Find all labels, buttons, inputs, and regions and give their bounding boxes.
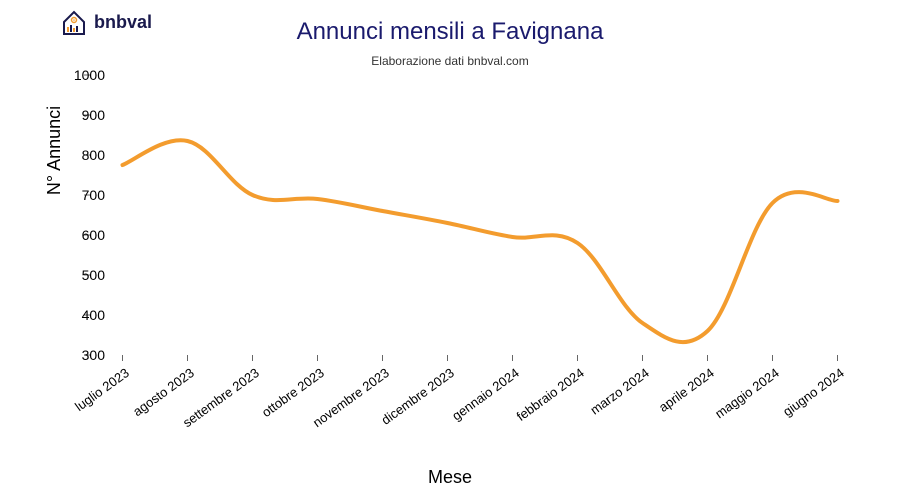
y-tick-label: 700 — [82, 187, 105, 203]
x-axis-label: Mese — [0, 467, 900, 488]
y-tick-label: 1000 — [74, 67, 105, 83]
chart-title: Annunci mensili a Favignana — [0, 18, 900, 46]
chart-area — [90, 75, 870, 355]
y-tick-label: 300 — [82, 347, 105, 363]
y-tick-label: 800 — [82, 147, 105, 163]
y-tick-label: 600 — [82, 227, 105, 243]
y-axis-label: N° Annunci — [44, 106, 65, 195]
y-tick-label: 900 — [82, 107, 105, 123]
line-chart-svg — [90, 75, 870, 355]
y-tick-label: 400 — [82, 307, 105, 323]
y-tick-label: 500 — [82, 267, 105, 283]
chart-subtitle: Elaborazione dati bnbval.com — [0, 54, 900, 68]
